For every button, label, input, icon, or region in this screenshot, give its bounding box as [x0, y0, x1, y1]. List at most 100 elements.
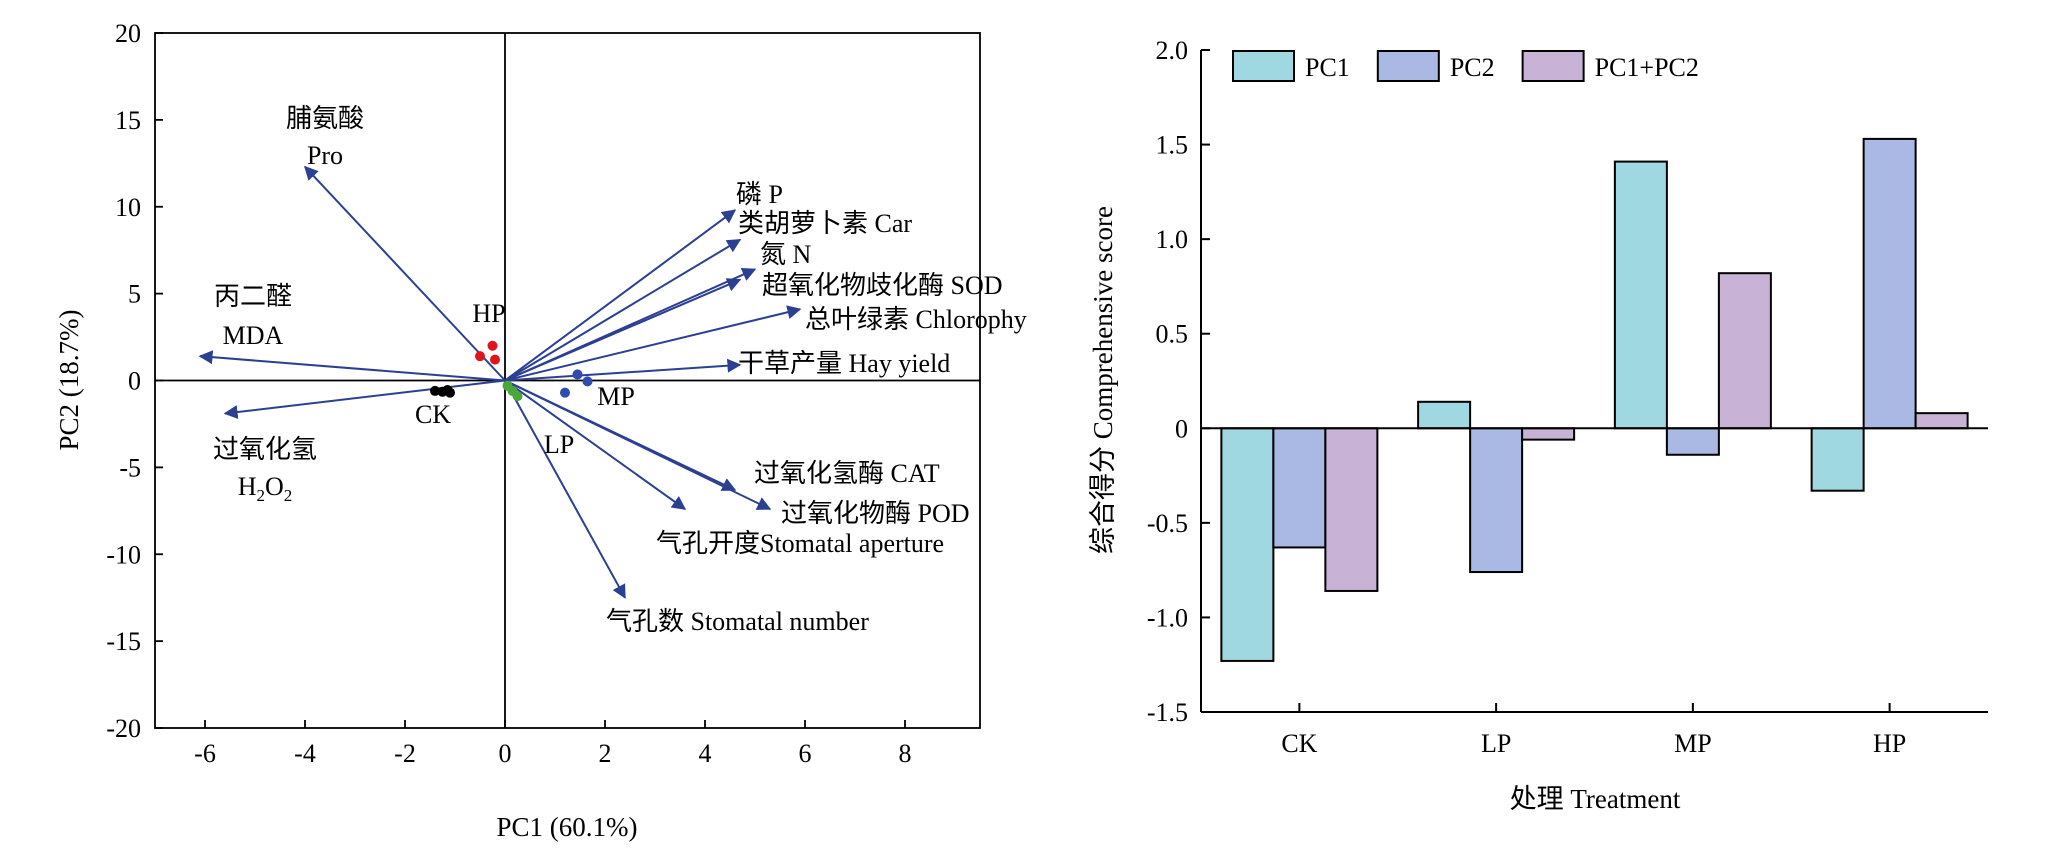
bar-y-tick-label: 0.5 [1156, 320, 1189, 349]
legend-label-pc1: PC1 [1305, 53, 1350, 82]
biplot-x-tick-label: 6 [799, 739, 812, 768]
biplot-x-ticks: -6 -4 -2 0 2 4 6 8 [194, 720, 912, 768]
point-lp [512, 391, 523, 402]
vector-arrow-mda [198, 350, 506, 382]
biplot-y-tick-label: 5 [128, 280, 141, 309]
bar-hp-pc1-pc2 [1914, 412, 1969, 430]
biplot-y-ticks: 20 15 10 5 0 -5 -10 -15 -20 [106, 19, 163, 743]
point-ck [430, 385, 440, 396]
biplot-x-tick-label: 2 [599, 739, 612, 768]
group-label-mp: MP [597, 382, 635, 411]
bar-y-tick-label: -0.5 [1147, 509, 1188, 538]
vector-label-cat: 过氧化氢酶 CAT [754, 459, 940, 488]
vector-arrow-chlorophy [504, 305, 802, 382]
biplot-y-tick-label: 10 [115, 193, 141, 222]
bar-mp-pc2 [1665, 427, 1720, 456]
biplot-y-tick-label: 20 [115, 19, 141, 48]
vector-label-p: 磷 P [736, 180, 783, 209]
bar-ck-pc1-pc2 [1324, 427, 1379, 592]
vector-label-chlorophyll: 总叶绿素 Chlorophy [805, 305, 1027, 334]
bar-lp-pc1 [1417, 400, 1472, 430]
bar-x-tick-label: CK [1281, 729, 1317, 758]
vector-label-h2o2-formula: H2O2 [238, 472, 293, 505]
biplot-y-tick-label: -10 [106, 540, 141, 569]
vector-label-stomatal-aperture: 气孔开度Stomatal aperture [656, 529, 944, 558]
bar-legend: PC1 PC2 PC1+PC2 [1232, 50, 1699, 82]
point-mp [572, 369, 583, 380]
h2o2-sub-1: 2 [257, 486, 266, 505]
biplot-vectors [198, 165, 802, 599]
biplot-group-labels: HP CK MP LP [415, 299, 635, 459]
biplot-points [430, 340, 593, 402]
vector-label-car: 类胡萝卜素 Car [738, 209, 912, 238]
vector-arrow-pod [504, 379, 772, 510]
bar-x-ticks: CK LP MP HP [1281, 703, 1906, 758]
biplot-x-tick-label: 8 [899, 739, 912, 768]
vector-label-mda-en: MDA [223, 321, 284, 350]
vector-arrow-stomatal-aperture [504, 379, 687, 510]
group-label-ck: CK [415, 400, 451, 429]
legend-label-pc2: PC2 [1450, 53, 1495, 82]
biplot-y-tick-label: 15 [115, 106, 141, 135]
bar-x-tick-label: LP [1481, 729, 1511, 758]
legend-swatch-pc2 [1376, 50, 1440, 82]
vector-arrow-stomatal-number [504, 380, 626, 599]
bar-hp-pc1 [1810, 427, 1865, 492]
bar-ck-pc1 [1220, 427, 1275, 662]
h2o2-sub-2: 2 [284, 486, 293, 505]
vector-arrow-h [223, 379, 506, 419]
vector-arrow-sod [504, 278, 742, 382]
vector-label-pod: 过氧化物酶 POD [781, 499, 970, 528]
point-hp [475, 351, 485, 362]
vector-label-sod: 超氧化物歧化酶 SOD [762, 271, 1003, 300]
bar-y-axis-label: 综合得分 Comprehensive score [1088, 206, 1118, 554]
bar-lp-pc2 [1469, 427, 1524, 574]
vector-arrow-pro [304, 165, 506, 382]
vector-label-n: 氮 N [760, 240, 812, 269]
group-label-lp: LP [544, 430, 574, 459]
bar-y-tick-label: -1.0 [1147, 603, 1188, 632]
comprehensive-score-bar-chart: 2.01.51.00.50-0.5-1.0-1.5 CK LP MP HP PC1 PC… [1088, 36, 1988, 814]
vector-arrow-car [504, 238, 742, 382]
vector-label-pro-zh: 脯氨酸 [286, 104, 364, 133]
biplot-x-tick-label: 0 [499, 739, 512, 768]
legend-label-pc1-pc2: PC1+PC2 [1595, 53, 1699, 82]
point-ck [437, 386, 448, 397]
biplot-y-tick-label: 0 [128, 367, 141, 396]
bar-mp-pc1 [1613, 160, 1668, 430]
vector-label-stomatal-number: 气孔数 Stomatal number [606, 607, 869, 636]
vector-label-h2o2-zh: 过氧化氢 [213, 435, 317, 464]
bar-y-tick-label: 0 [1175, 414, 1188, 443]
biplot-x-tick-label: -4 [294, 739, 316, 768]
point-hp [490, 354, 500, 365]
vector-arrow-hay-yield [504, 358, 742, 382]
point-ck [445, 387, 455, 398]
bar-mp-pc1-pc2 [1717, 272, 1772, 430]
bar-hp-pc2 [1862, 137, 1917, 430]
biplot-x-tick-label: 4 [699, 739, 712, 768]
bar-ck-pc2 [1272, 427, 1327, 549]
legend-swatch-pc1-pc2 [1521, 50, 1585, 82]
point-mp [582, 376, 593, 387]
bar-y-ticks: 2.0 1.5 1.0 0.5 0 -0.5 -1.0 -1.5 [1147, 36, 1210, 727]
bar-lp-pc1-pc2 [1521, 427, 1576, 441]
h2o2-h: H [238, 472, 257, 501]
bar-x-axis-label: 处理 Treatment [1510, 784, 1681, 814]
bar-x-tick-label: MP [1674, 729, 1712, 758]
biplot-y-tick-label: -20 [106, 714, 141, 743]
biplot-x-tick-label: -2 [394, 739, 416, 768]
biplot-y-tick-label: -5 [119, 453, 141, 482]
biplot-vector-labels: 脯氨酸 Pro 丙二醛 MDA 过氧化氢 H2O2 磷 P 类胡萝卜素 Car … [213, 104, 1027, 636]
group-label-hp: HP [472, 299, 505, 328]
point-hp [487, 340, 498, 351]
vector-arrow-p [504, 209, 737, 382]
vector-label-pro-en: Pro [307, 141, 343, 170]
vector-label-hay-yield: 干草产量 Hay yield [738, 349, 950, 378]
vector-label-mda-zh: 丙二醛 [214, 282, 292, 311]
biplot-y-tick-label: -15 [106, 627, 141, 656]
bar-y-tick-label: 2.0 [1156, 36, 1189, 65]
bar-y-tick-label: 1.0 [1156, 225, 1189, 254]
point-mp [560, 387, 570, 398]
